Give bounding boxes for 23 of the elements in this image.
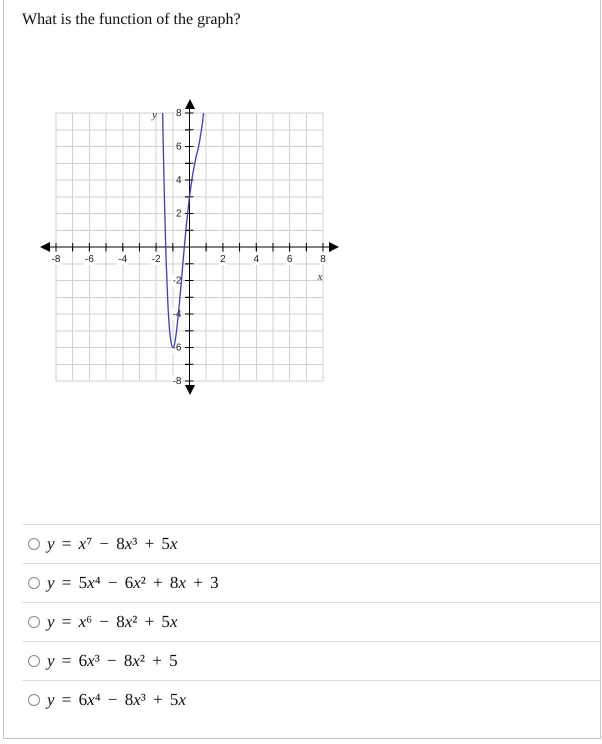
y-tick-label: 8	[176, 108, 182, 119]
y-tick-label: 4	[176, 174, 182, 186]
x-tick-label: -8	[52, 254, 61, 265]
text: y = x⁷ − 8x³ + 5x	[47, 534, 178, 553]
text: y = x⁶ − 8x² + 5x	[47, 612, 178, 631]
x-tick-label: -6	[84, 254, 94, 265]
text: y = 6x⁴ − 8x³ + 5x	[47, 690, 186, 709]
x-axis-title: x	[316, 270, 323, 283]
x-tick-label: 8	[320, 254, 326, 265]
y-tick-label: 6	[176, 141, 182, 152]
x-tick-label: -4	[118, 254, 128, 265]
y-tick-label: -2	[172, 275, 182, 286]
x-tick-label: 4	[253, 254, 260, 265]
y-tick-label: -8	[172, 376, 182, 387]
text: y = 5x⁴ − 6x² + 8x + 3	[47, 573, 219, 592]
chart-title: What is the function of the graph?	[22, 10, 241, 29]
y-tick-label: -6	[172, 342, 182, 354]
x-tick-label: -2	[152, 254, 161, 265]
text: y = 6x³ − 8x² + 5	[47, 651, 178, 670]
y-tick-label: 2	[176, 208, 182, 220]
x-tick-label: 2	[220, 254, 226, 265]
y-axis-title: y	[151, 108, 158, 121]
x-tick-label: 6	[286, 254, 293, 265]
